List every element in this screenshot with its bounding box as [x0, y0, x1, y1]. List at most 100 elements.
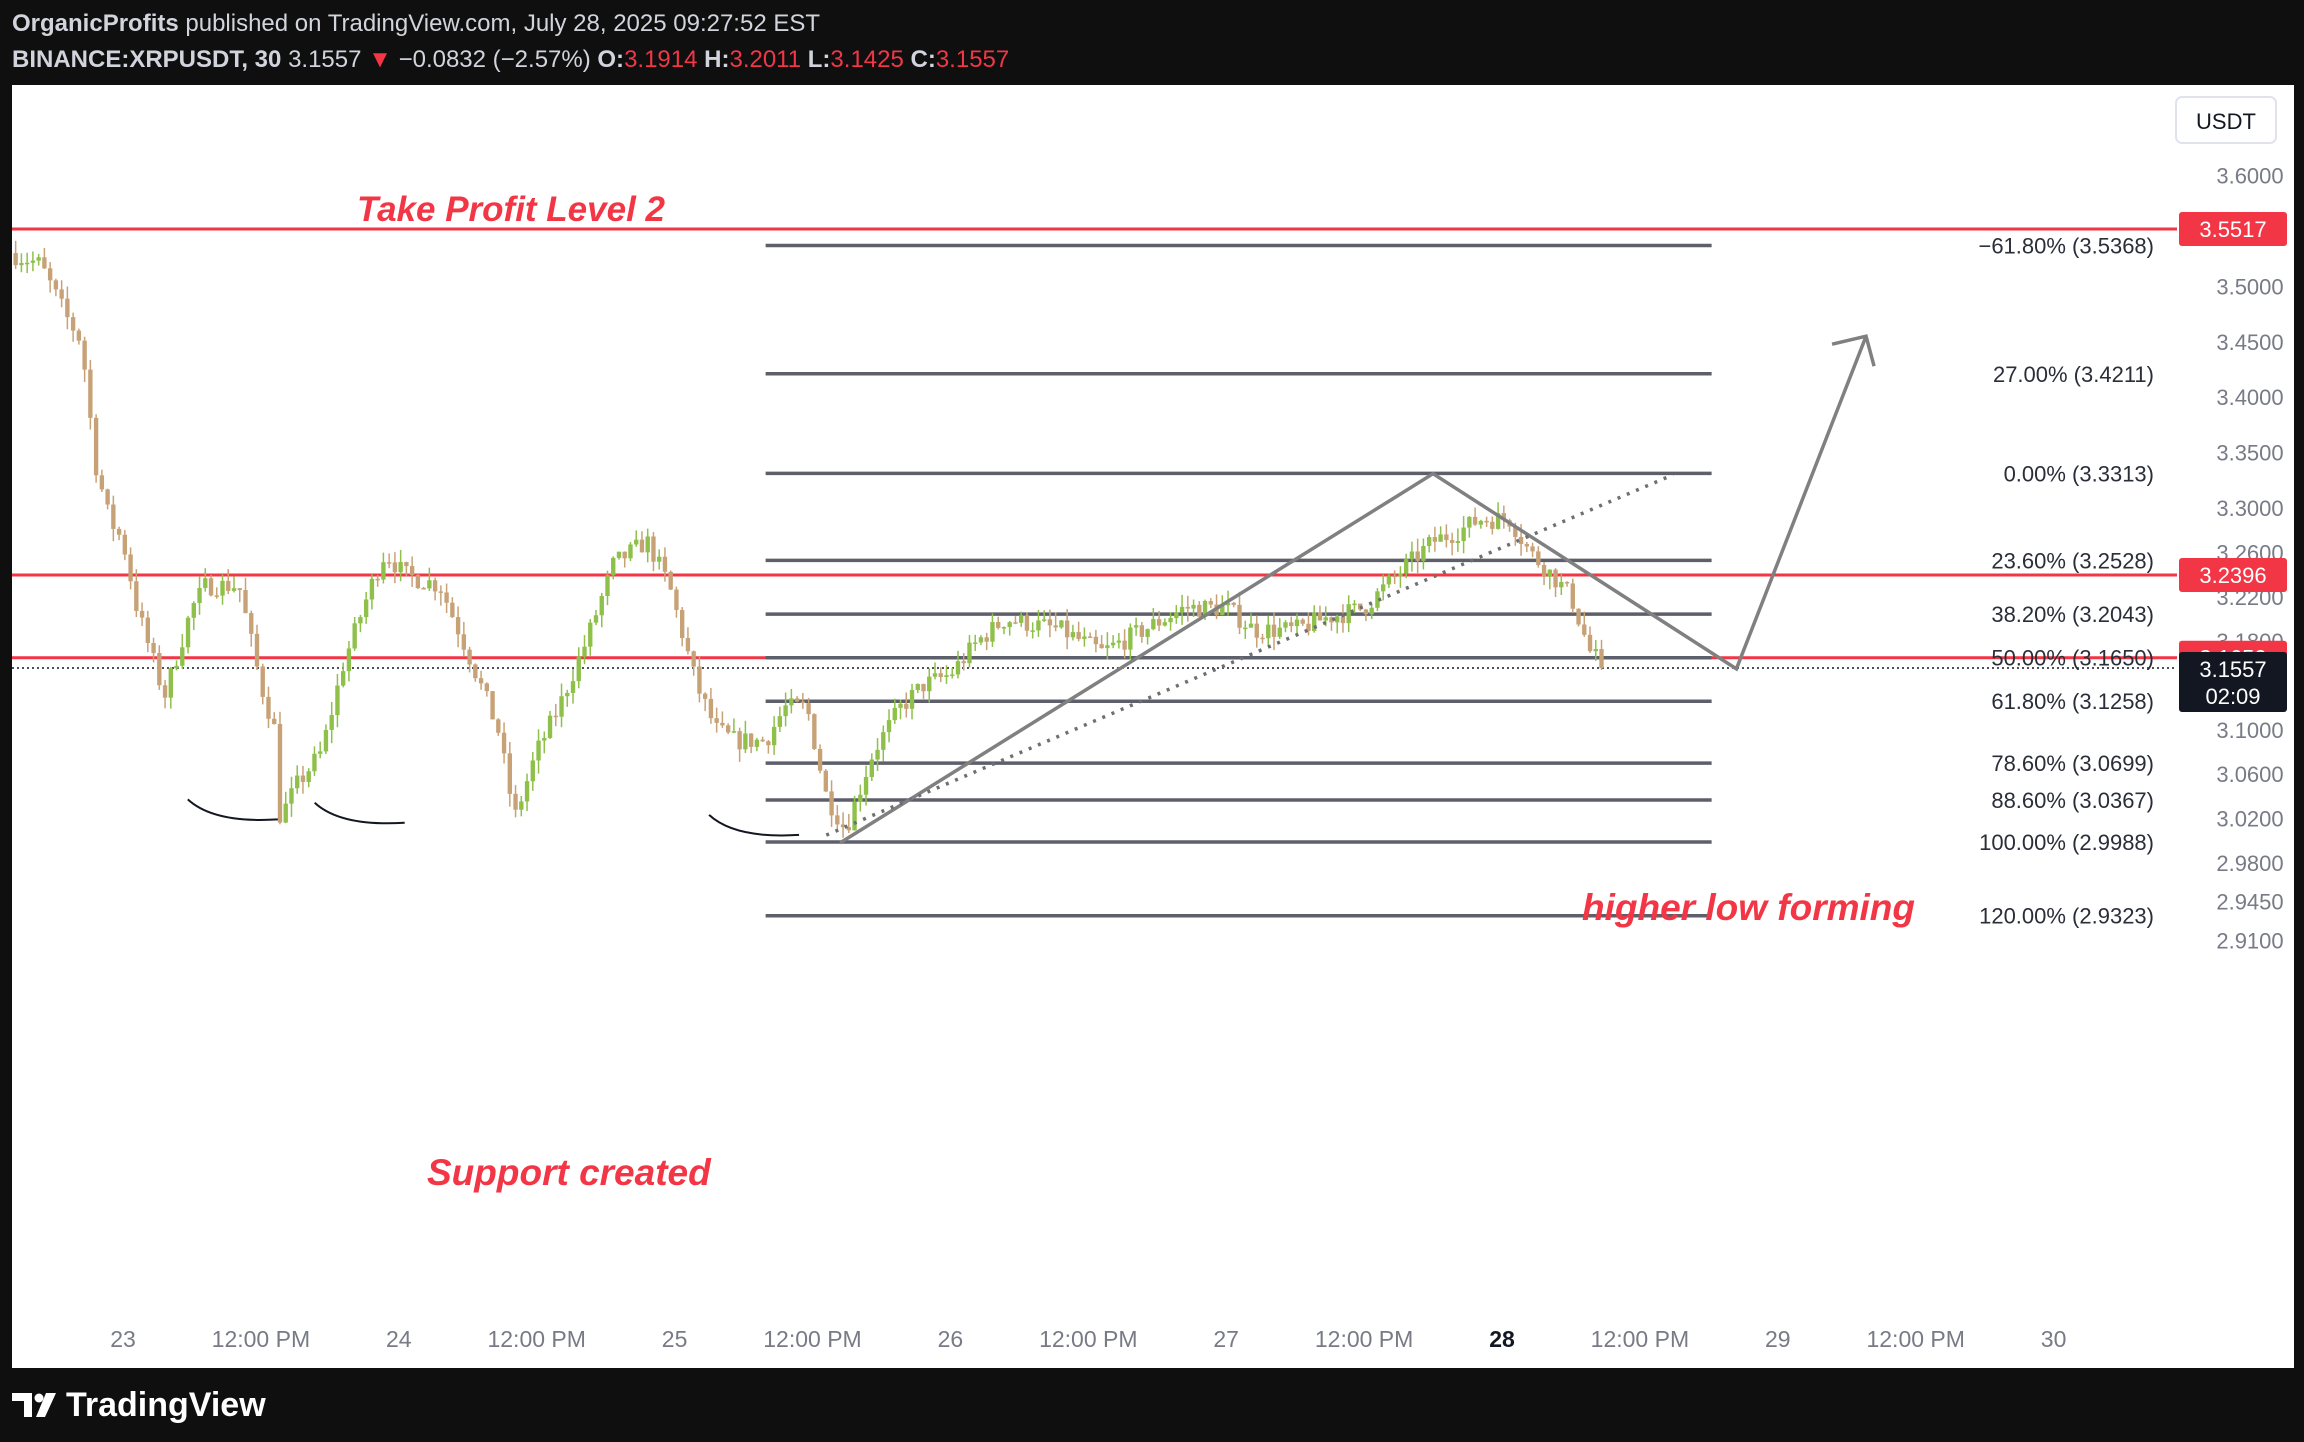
- candle: [1260, 633, 1265, 644]
- candle-body: [329, 715, 334, 730]
- candle: [1185, 595, 1191, 622]
- candle: [185, 615, 191, 654]
- candle: [1001, 626, 1007, 635]
- candle: [47, 262, 53, 293]
- candle: [93, 414, 99, 483]
- candle-body: [1099, 644, 1104, 649]
- candle-body: [1059, 620, 1064, 628]
- candle-body: [295, 775, 300, 789]
- candle-body: [36, 257, 41, 261]
- candle-body: [909, 690, 915, 709]
- candlesticks: [13, 240, 1604, 838]
- price-chart[interactable]: −61.80% (3.5368) 27.00% (3.4211) 0.00% (3.…: [12, 85, 2294, 1368]
- candle: [335, 673, 340, 728]
- candle: [737, 727, 742, 762]
- candle-body: [1289, 622, 1294, 627]
- candle-body: [904, 703, 909, 709]
- candle-body: [19, 263, 24, 266]
- candle: [760, 736, 765, 742]
- candle-body: [1599, 649, 1604, 669]
- candle-body: [1306, 623, 1311, 631]
- candle: [984, 632, 989, 651]
- candle-body: [484, 683, 490, 692]
- candle: [1547, 569, 1552, 590]
- chart-area[interactable]: −61.80% (3.5368) 27.00% (3.4211) 0.00% (3.…: [12, 85, 2294, 1368]
- candle-body: [1501, 513, 1507, 521]
- candle: [139, 602, 145, 627]
- candle: [116, 526, 122, 541]
- candle-body: [42, 257, 47, 269]
- candle: [806, 697, 811, 721]
- candle: [392, 552, 398, 584]
- candle-body: [289, 788, 294, 804]
- time-axis-tick: 29: [1765, 1326, 1791, 1352]
- candle-body: [1530, 546, 1535, 552]
- candle: [1053, 612, 1058, 632]
- author-name[interactable]: OrganicProfits: [12, 10, 179, 37]
- candle: [1587, 626, 1593, 653]
- candle: [858, 784, 863, 812]
- price-axis[interactable]: 3.60003.50003.45003.40003.35003.30003.26…: [2179, 163, 2287, 953]
- price-axis-tick: 2.9800: [2216, 851, 2283, 876]
- fib-level-label: 0.00% (3.3313): [2004, 461, 2154, 486]
- fib-level-label: 50.00% (3.1650): [1991, 646, 2154, 671]
- candle: [1329, 616, 1334, 631]
- candle: [1403, 553, 1409, 579]
- candle: [1478, 519, 1484, 529]
- candle: [616, 551, 622, 560]
- candle: [1398, 566, 1403, 588]
- time-axis[interactable]: 23 12:00 PM 24 12:00 PM 25 12:00 PM 26 12:00 PM…: [110, 1326, 2066, 1352]
- candle-body: [409, 566, 415, 575]
- support-annotation: Support created: [427, 1152, 712, 1193]
- candle-body: [1260, 637, 1265, 640]
- candle-body: [1122, 640, 1127, 650]
- candle-body: [1191, 604, 1196, 609]
- candle: [369, 574, 375, 610]
- candle-body: [1105, 645, 1110, 649]
- candle: [927, 668, 932, 703]
- candle: [973, 634, 978, 652]
- candle: [570, 668, 576, 704]
- candle-body: [731, 731, 737, 733]
- candle: [1524, 541, 1530, 553]
- candle: [530, 752, 535, 791]
- currency-button[interactable]: USDT: [2175, 96, 2277, 144]
- candle: [295, 765, 300, 794]
- candle: [1570, 578, 1575, 614]
- candle: [1277, 618, 1282, 639]
- candle: [938, 667, 943, 683]
- candle-body: [1409, 551, 1415, 560]
- candle: [794, 696, 800, 703]
- candle-body: [1070, 632, 1076, 638]
- candle-body: [1047, 619, 1053, 626]
- candle-body: [1317, 612, 1323, 621]
- candle-body: [576, 656, 581, 682]
- candle-body: [1041, 619, 1047, 621]
- candle-body: [691, 651, 696, 667]
- candle-body: [616, 551, 622, 558]
- published-text: published on TradingView.com, July 28, 2…: [185, 10, 821, 37]
- candle-body: [806, 703, 811, 715]
- candle-body: [191, 603, 196, 618]
- candle: [306, 768, 311, 788]
- candle: [967, 635, 972, 668]
- candle-body: [990, 621, 995, 642]
- support-arc: [708, 814, 800, 837]
- candle: [1490, 516, 1495, 535]
- candle: [812, 713, 817, 751]
- candle-body: [1386, 575, 1392, 585]
- candle-body: [1133, 625, 1139, 628]
- candle: [1197, 601, 1202, 618]
- time-axis-tick: 12:00 PM: [763, 1326, 861, 1352]
- currency-button-bg[interactable]: [2175, 96, 2277, 144]
- symbol-interval[interactable]: BINANCE:XRPUSDT, 30: [12, 46, 282, 73]
- candle-body: [1030, 630, 1035, 632]
- candle-body: [685, 638, 691, 652]
- candle-body: [157, 653, 162, 686]
- level-price-tag: [2179, 212, 2287, 246]
- price-axis-tick: 3.4500: [2216, 330, 2283, 355]
- candle: [1024, 612, 1030, 637]
- currency-button-label[interactable]: USDT: [2196, 109, 2256, 134]
- candle: [318, 741, 323, 759]
- last-price: 3.1557: [288, 46, 362, 73]
